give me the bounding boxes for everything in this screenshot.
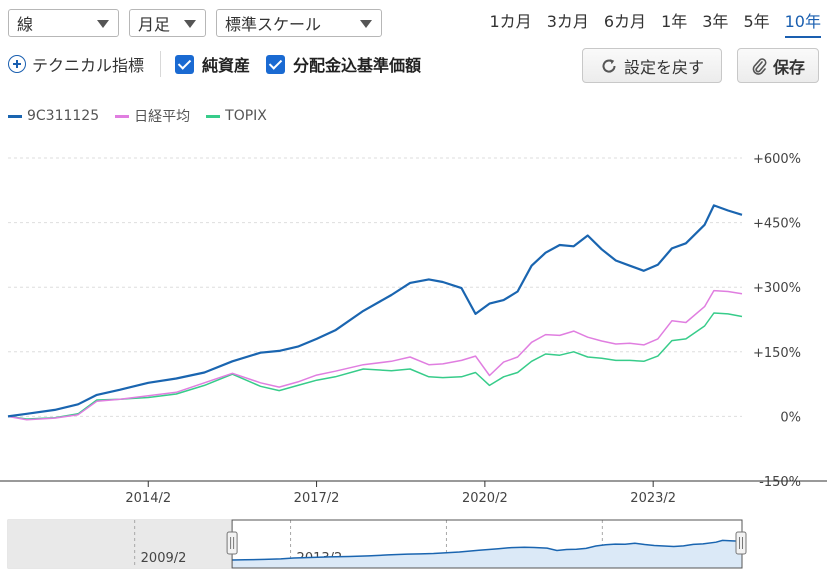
legend-swatch-fund <box>8 114 22 118</box>
chevron-down-icon <box>184 20 196 28</box>
x-tick-label: 2020/2 <box>462 491 508 506</box>
scale-select[interactable]: 標準スケール <box>216 9 382 37</box>
x-tick-label: 2014/2 <box>125 491 171 506</box>
range-tab-6m[interactable]: 6カ月 <box>603 12 647 31</box>
technical-indicator-label: テクニカル指標 <box>32 56 145 75</box>
range-tab-1m[interactable]: 1カ月 <box>489 12 532 31</box>
navigator-mask <box>8 520 233 568</box>
net-assets-label: 純資産 <box>202 56 251 75</box>
y-tick-label: +300% <box>753 281 801 296</box>
checkbox-checked-icon[interactable] <box>175 54 195 74</box>
chart-grid <box>8 157 742 417</box>
y-tick-label: 0% <box>780 410 801 425</box>
series-line-2 <box>7 312 743 420</box>
legend-item-topix[interactable]: TOPIX <box>206 106 267 126</box>
technical-indicator-button[interactable]: テクニカル指標 <box>8 52 144 76</box>
legend-item-fund[interactable]: 9C311125 <box>8 106 99 126</box>
dividend-checkbox[interactable]: 分配金込基準価額 <box>266 52 421 76</box>
legend-item-nikkei[interactable]: 日経平均 <box>115 106 190 126</box>
chart-series <box>7 204 743 421</box>
range-tab-10y[interactable]: 10年 <box>784 8 821 38</box>
legend-label-nikkei: 日経平均 <box>134 109 191 125</box>
period-value: 月足 <box>138 15 171 34</box>
x-tick-label: 2017/2 <box>294 491 340 506</box>
refresh-icon <box>602 58 616 73</box>
x-axis: 2014/2 2017/2 2020/2 2023/2 <box>0 480 827 506</box>
y-axis: +600% +450% +300% +150% 0% -150% <box>753 152 801 490</box>
divider <box>160 51 162 77</box>
paperclip-icon <box>752 57 767 75</box>
navigator-handle-left[interactable] <box>226 531 238 555</box>
dividend-label: 分配金込基準価額 <box>293 56 422 75</box>
navigator-area <box>232 540 742 568</box>
y-tick-label: +450% <box>753 217 801 232</box>
reset-settings-button[interactable]: 設定を戻す <box>582 48 722 83</box>
period-select[interactable]: 月足 <box>129 9 206 37</box>
series-line-1 <box>7 289 743 421</box>
reset-settings-label: 設定を戻す <box>623 57 704 77</box>
save-label: 保存 <box>772 57 805 77</box>
range-tab-3y[interactable]: 3年 <box>702 12 729 31</box>
handle-grip[interactable] <box>226 531 238 555</box>
range-tabs: 1カ月 3カ月 6カ月 1年 3年 5年 10年 <box>475 8 821 38</box>
save-button[interactable]: 保存 <box>737 48 819 83</box>
options-bar: テクニカル指標 純資産 分配金込基準価額 <box>8 50 437 78</box>
handle-grip[interactable] <box>735 531 747 555</box>
chart-type-value: 線 <box>17 15 34 34</box>
chevron-down-icon <box>360 20 372 28</box>
range-tab-1y[interactable]: 1年 <box>661 12 688 31</box>
y-tick-label: +600% <box>753 152 801 167</box>
plus-circle-icon <box>8 55 26 73</box>
y-tick-label: +150% <box>753 346 801 361</box>
legend-label-topix: TOPIX <box>225 108 267 124</box>
scale-value: 標準スケール <box>225 15 322 34</box>
y-tick-label: -150% <box>759 475 801 490</box>
navigator-handle-right[interactable] <box>735 531 747 555</box>
navigator-line <box>232 539 743 561</box>
range-tab-3m[interactable]: 3カ月 <box>546 12 589 31</box>
legend-swatch-topix <box>206 114 221 118</box>
range-tab-5y[interactable]: 5年 <box>743 12 770 31</box>
series-line-0 <box>7 204 743 418</box>
net-assets-checkbox[interactable]: 純資産 <box>175 52 250 76</box>
legend-label-fund: 9C311125 <box>27 108 100 124</box>
chart-legend: 9C311125 日経平均 TOPIX <box>8 106 283 126</box>
chart-type-select[interactable]: 線 <box>8 9 119 37</box>
legend-swatch-nikkei <box>115 114 130 118</box>
x-tick-label: 2023/2 <box>630 491 676 506</box>
chevron-down-icon <box>97 20 109 28</box>
navigator-tick-label: 2009/2 <box>141 551 187 566</box>
checkbox-checked-icon[interactable] <box>266 54 286 74</box>
